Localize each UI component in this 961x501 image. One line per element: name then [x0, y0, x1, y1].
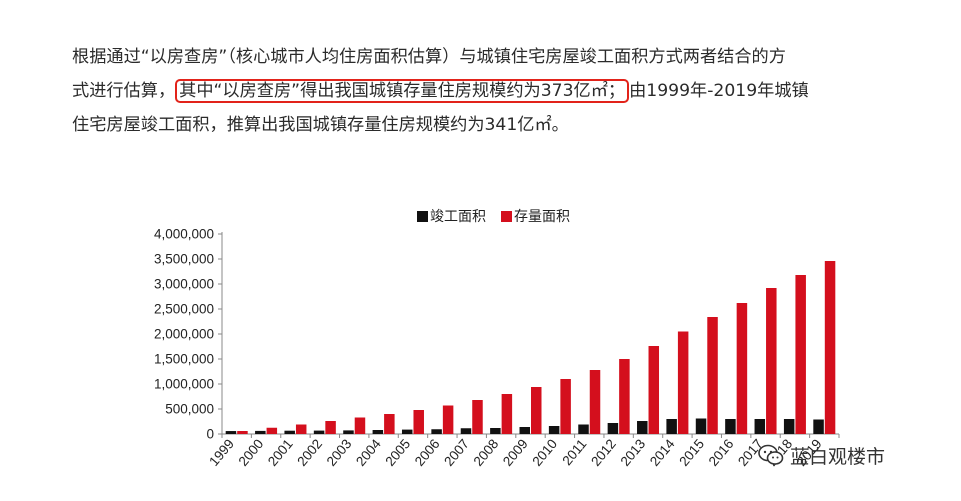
x-tick-label: 2004: [353, 436, 384, 469]
bar-stock-area: [677, 331, 689, 434]
bar-stock-area: [619, 359, 630, 434]
y-tick-label: 3,500,000: [154, 252, 214, 267]
y-tick-label: 500,000: [165, 402, 214, 417]
x-tick-label: 2012: [588, 436, 619, 469]
bar-completion-area: [313, 430, 325, 434]
bar-stock-area: [501, 394, 513, 434]
legend-swatch: [501, 211, 512, 222]
x-tick-label: 2000: [236, 436, 267, 469]
y-tick-label: 2,000,000: [154, 327, 214, 342]
bar-stock-area: [736, 303, 748, 434]
legend-label: 竣工面积: [430, 208, 486, 224]
watermark: 蓝白观楼市: [758, 440, 885, 470]
bar-completion-area: [725, 419, 736, 434]
wechat-icon: [758, 444, 784, 466]
x-tick-label: 2015: [676, 436, 707, 469]
article-line-2: 式进行估算， 其中“以房查房”得出我国城镇存量住房规模约为373亿㎡； 由1999年…: [72, 74, 932, 108]
bar-completion-area: [695, 418, 707, 434]
bar-completion-area: [637, 421, 648, 434]
bar-completion-area: [666, 419, 677, 434]
bar-stock-area: [589, 370, 601, 434]
legend-label: 存量面积: [514, 208, 570, 224]
legend-swatch: [417, 211, 428, 222]
bar-stock-area: [560, 379, 571, 434]
x-tick-label: 2002: [294, 436, 325, 469]
y-tick-label: 2,500,000: [154, 302, 214, 317]
bar-stock-area: [237, 431, 248, 434]
bar-completion-area: [783, 419, 795, 434]
bar-completion-area: [255, 430, 266, 434]
bar-completion-area: [519, 427, 530, 434]
y-tick-label: 1,000,000: [154, 377, 214, 392]
bar-stock-area: [384, 414, 395, 434]
bar-completion-area: [754, 419, 766, 434]
x-tick-label: 2013: [618, 436, 649, 469]
bar-stock-area: [354, 417, 366, 434]
bar-completion-area: [431, 429, 442, 434]
bar-stock-area: [472, 400, 483, 434]
x-tick-label: 2014: [647, 436, 678, 469]
y-tick-label: 4,000,000: [154, 227, 214, 242]
bar-completion-area: [460, 428, 472, 434]
x-tick-label: 2009: [500, 436, 531, 469]
article-line-3: 住宅房屋竣工面积，推算出我国城镇存量住房规模约为341亿㎡。: [72, 115, 569, 135]
bar-completion-area: [607, 423, 619, 434]
x-tick-label: 2008: [471, 436, 502, 469]
x-tick-label: 2010: [529, 436, 560, 469]
x-tick-label: 2007: [441, 436, 472, 469]
bar-stock-area: [325, 421, 336, 434]
article-line-2-pre: 式进行估算，: [72, 81, 176, 101]
bar-completion-area: [490, 428, 501, 434]
bar-stock-area: [531, 387, 542, 434]
bar-stock-area: [266, 427, 278, 434]
bar-stock-area: [295, 424, 307, 434]
highlighted-sentence: 其中“以房查房”得出我国城镇存量住房规模约为373亿㎡；: [175, 79, 630, 103]
y-tick-label: 0: [206, 427, 214, 442]
x-tick-label: 2003: [324, 436, 355, 469]
x-tick-label: 2005: [382, 436, 413, 469]
bar-completion-area: [225, 431, 237, 434]
x-tick-label: 2011: [559, 436, 589, 468]
bar-completion-area: [343, 430, 354, 434]
bar-stock-area: [648, 346, 660, 434]
bar-completion-area: [578, 424, 589, 434]
x-tick-label: 2006: [412, 436, 443, 469]
bar-completion-area: [401, 429, 413, 434]
article-line-1: 根据通过“以房查房”（核心城市人均住房面积估算）与城镇住宅房屋竣工面积方式两者结…: [72, 47, 786, 67]
x-tick-label: 2016: [706, 436, 737, 469]
bar-completion-area: [284, 430, 295, 434]
y-tick-label: 3,000,000: [154, 277, 214, 292]
bar-stock-area: [766, 288, 777, 434]
article-line-2-post: 由1999年-2019年城镇: [629, 81, 809, 101]
y-tick-label: 1,500,000: [154, 352, 214, 367]
bar-stock-area: [824, 261, 836, 434]
x-tick-label: 2001: [265, 436, 296, 469]
bar-stock-area: [795, 275, 806, 434]
bar-completion-area: [813, 419, 824, 434]
bar-stock-area: [707, 317, 718, 434]
watermark-text: 蓝白观楼市: [790, 445, 886, 468]
bar-completion-area: [372, 430, 384, 434]
article-text: 根据通过“以房查房”（核心城市人均住房面积估算）与城镇住宅房屋竣工面积方式两者结…: [72, 40, 932, 142]
bar-completion-area: [548, 426, 560, 434]
bar-stock-area: [442, 405, 454, 434]
bar-stock-area: [413, 410, 424, 434]
